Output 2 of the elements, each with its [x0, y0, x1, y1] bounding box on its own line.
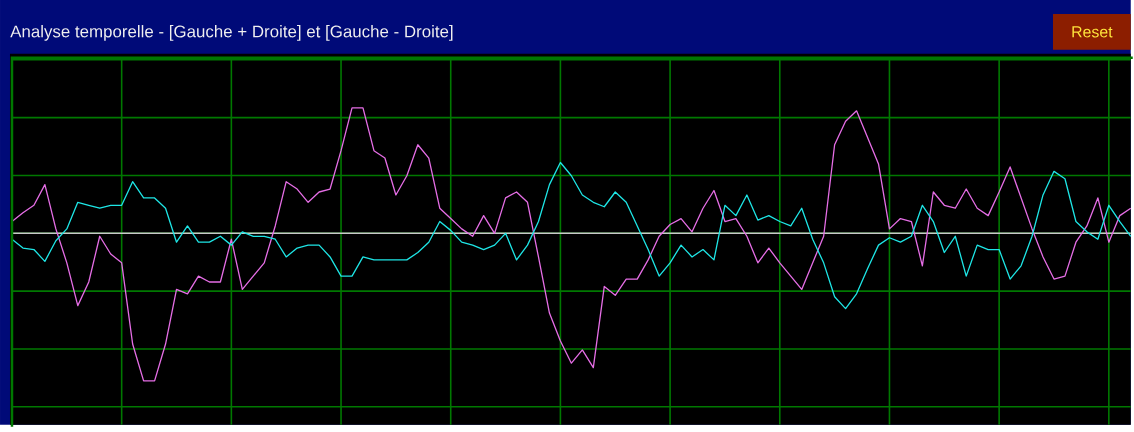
chart-title: Analyse temporelle - [Gauche + Droite] et [Gauche - Droite]	[10, 25, 453, 41]
text: Reset	[1072, 26, 1113, 38]
